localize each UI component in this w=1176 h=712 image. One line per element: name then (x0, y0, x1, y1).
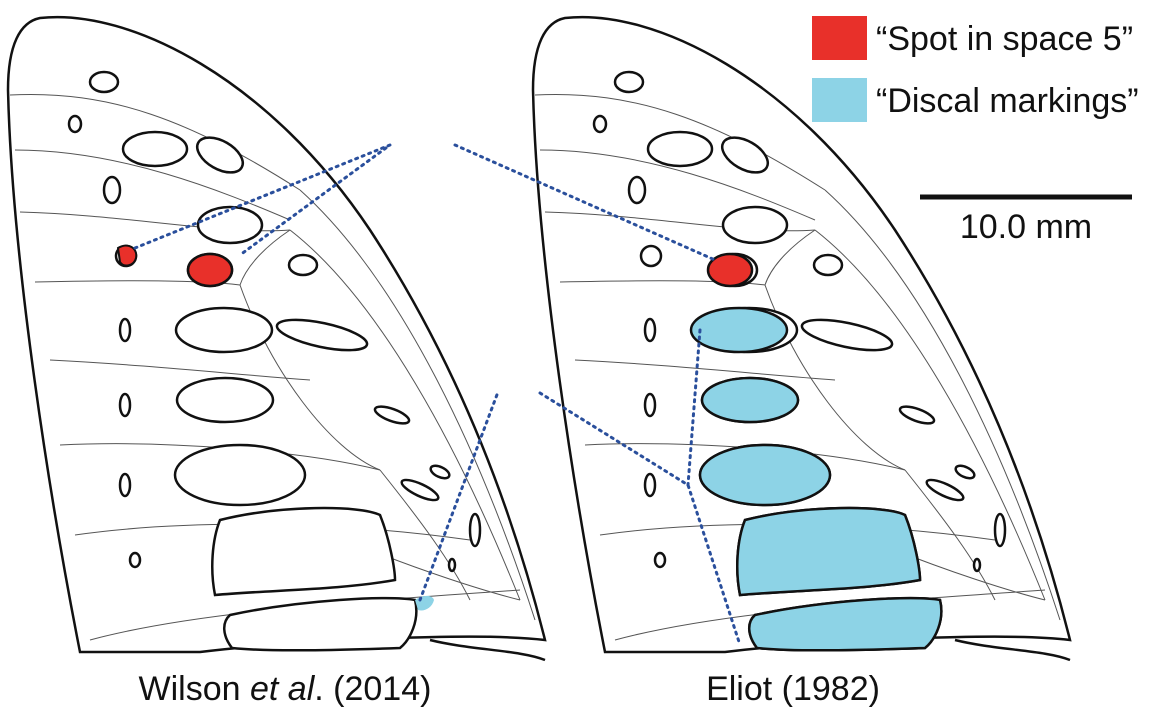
caption-part: Eliot (1982) (706, 670, 880, 708)
legend-swatch (812, 78, 867, 122)
blue-spot (689, 306, 789, 354)
red-spot (706, 252, 754, 288)
blue-spot (700, 376, 800, 424)
blue-spot (748, 596, 943, 652)
red-spot (186, 252, 234, 288)
connector (453, 143, 717, 262)
wing-left (6, 15, 547, 662)
blue-spot (736, 506, 922, 597)
caption-part: et al (250, 670, 316, 708)
caption: Wilson et al. (2014) (139, 670, 432, 708)
legend-label: “Spot in space 5” (876, 20, 1133, 58)
caption-part: Wilson (139, 670, 250, 708)
legend-swatch (812, 16, 867, 60)
blue-spot (698, 443, 832, 507)
scale-label: 10.0 mm (960, 208, 1092, 246)
connector (418, 390, 500, 602)
caption: Eliot (1982) (706, 670, 880, 708)
caption-part: . (2014) (314, 670, 431, 708)
red-spot (116, 244, 138, 267)
connector (133, 143, 391, 257)
legend-label: “Discal markings” (876, 82, 1139, 120)
connector (686, 328, 702, 487)
